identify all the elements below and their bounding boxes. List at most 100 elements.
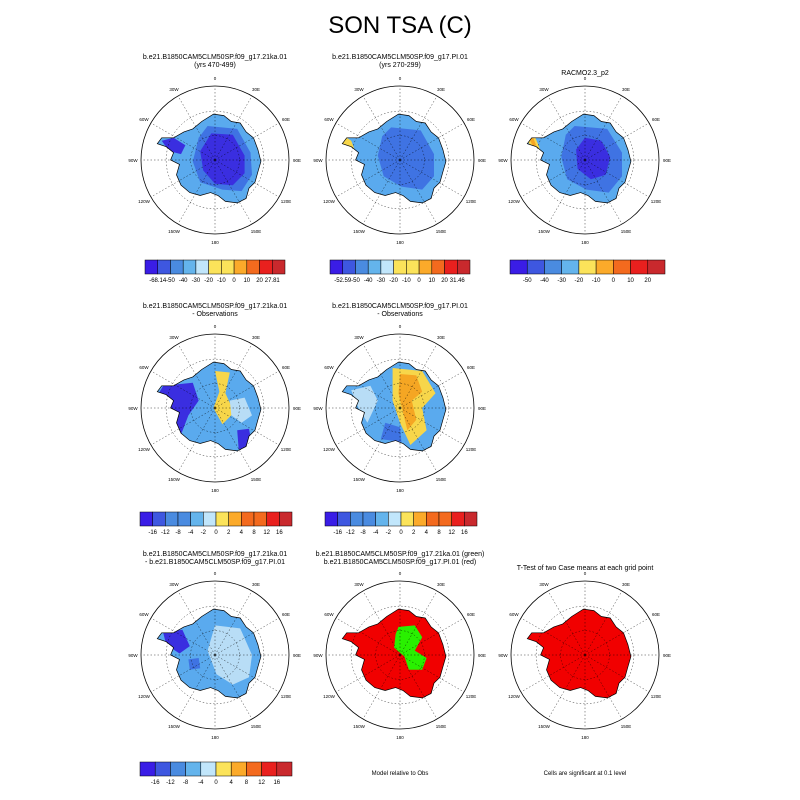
p3-colorbar-box <box>544 259 562 275</box>
p4-field-dark <box>158 382 199 435</box>
p1-colorbar-label: 10 <box>243 278 250 284</box>
p3-field-peninsula-hot <box>528 137 537 147</box>
p5-lon-label: 0 <box>399 324 402 329</box>
p8-lon-label: 90E <box>663 653 671 658</box>
p6-lon-label: 60E <box>282 612 290 617</box>
p6-coastline <box>156 608 262 699</box>
p4-lon-label: 150W <box>168 477 181 482</box>
p3-colorbar-label: -40 <box>540 278 549 284</box>
p7-field-green <box>394 625 427 670</box>
p1-colorbar-label: -50 <box>166 278 175 284</box>
p6-colorbar-box <box>200 761 217 777</box>
p5-colorbar-box <box>451 511 465 527</box>
p1-colorbar-box <box>208 259 222 275</box>
p6-lon-label: 180 <box>211 735 219 740</box>
p3-lon-label: 30E <box>622 87 630 92</box>
p1-lon-label: 30W <box>169 87 179 92</box>
p6-colorbar-label: -12 <box>166 780 175 786</box>
p3-colorbar-label: 0 <box>612 278 616 284</box>
p6-colorbar-box <box>154 761 171 777</box>
p3-lon-label: 30W <box>539 87 549 92</box>
p7-lon-label: 120E <box>466 694 477 699</box>
p4-map: 0 30E 60E 90E 120E 150E 180 150W 120W 90W 60W 30W <box>128 324 301 493</box>
p2-colorbar-box <box>393 259 407 275</box>
p7-lon-label: 30W <box>354 582 364 587</box>
p4-colorbar-label: 16 <box>276 530 283 536</box>
p2-colorbar-label: -40 <box>364 278 373 284</box>
p7-lon-label: 150W <box>353 724 366 729</box>
p7-lon-label: 180 <box>396 735 404 740</box>
p5-colorbar-label: -2 <box>386 530 392 536</box>
p3-lon-label: 150W <box>538 229 551 234</box>
p2-lon-label: 90E <box>478 158 486 163</box>
p5-colorbar-box <box>426 511 440 527</box>
p8-title: T-Test of two Case means at each grid po… <box>517 565 654 572</box>
p6-title: b.e21.B1850CAM5CLM50SP.f09_g17.21ka.01- … <box>143 551 287 566</box>
p4-colorbar-box <box>152 511 166 527</box>
p5-lon-label: 90E <box>478 406 486 411</box>
p2-colorbar-box <box>367 259 382 275</box>
p5-colorbar-box <box>337 511 351 527</box>
p3-title: RACMO2.3_p2 <box>561 70 609 77</box>
p5-coastline <box>341 361 447 452</box>
p4-colorbar-label: -4 <box>188 530 194 536</box>
p5-colorbar-label: 16 <box>461 530 468 536</box>
p2-colorbar-label: -10 <box>402 278 411 284</box>
p5-colorbar-box <box>413 511 427 527</box>
p4-lon-label: 90W <box>128 406 138 411</box>
p5-map: 0 30E 60E 90E 120E 150E 180 150W 120W 90W 60W 30W <box>313 324 486 493</box>
p1-lon-label: 150E <box>251 229 262 234</box>
p7-parallel <box>375 630 425 680</box>
p2-colorbar-label: -50 <box>351 278 360 284</box>
p4-title: b.e21.B1850CAM5CLM50SP.f09_g17.21ka.01- … <box>143 303 287 318</box>
p5-colorbar-box <box>324 511 338 527</box>
p7-lon-label: 30E <box>437 582 445 587</box>
p4-colorbar-label: -16 <box>148 530 157 536</box>
p4-lon-label: 30W <box>169 335 179 340</box>
p1-lon-label: 180 <box>211 240 219 245</box>
p4-colorbar-label: 8 <box>252 530 256 536</box>
p7-coastline <box>341 608 447 699</box>
p1-colorbar-label: 27.81 <box>265 278 281 284</box>
p4-lon-label: 180 <box>211 488 219 493</box>
p4-colorbar-label: -12 <box>161 530 170 536</box>
p4-colorbar: -16 -12 -8 -4 -2 0 2 4 8 12 16 <box>139 511 293 536</box>
p2-lon-label: 30W <box>354 87 364 92</box>
p1-colorbar-label: -10 <box>217 278 226 284</box>
p6-colorbar-box <box>246 761 262 777</box>
p4-lon-label: 60W <box>139 365 149 370</box>
p1-title-line2: (yrs 470-499) <box>194 62 236 69</box>
p8-parallel <box>535 605 635 705</box>
p3-colorbar-box <box>595 259 614 275</box>
p7-lon-label: 150E <box>436 724 447 729</box>
p1-colorbar-box <box>259 259 273 275</box>
p4-colorbar-box <box>177 511 191 527</box>
p4-title-line1: b.e21.B1850CAM5CLM50SP.f09_g17.21ka.01 <box>143 303 287 310</box>
p4-colorbar-label: 2 <box>227 530 231 536</box>
p1-lon-label: 120E <box>281 199 292 204</box>
p3-lon-label: 0 <box>584 76 587 81</box>
p5-colorbar-label: 8 <box>437 530 441 536</box>
p3-colorbar-box <box>630 259 649 275</box>
p6-field-mid <box>188 658 201 670</box>
p5-lon-label: 120W <box>323 447 336 452</box>
p5-colorbar-box <box>388 511 402 527</box>
p6-lon-label: 150E <box>251 724 262 729</box>
p1-colorbar-box <box>144 259 158 275</box>
p1-colorbar: -68.14 -50 -40 -30 -20 -10 0 10 20 27.81 <box>144 259 286 284</box>
p5-colorbar-label: 12 <box>448 530 455 536</box>
p2-colorbar: -52.59 -50 -40 -30 -20 -10 0 10 20 31.46 <box>329 259 471 284</box>
p4-lon-label: 30E <box>252 335 260 340</box>
p2-lon-label: 150E <box>436 229 447 234</box>
p2-lon-label: 60E <box>467 117 475 122</box>
p4-colorbar-box <box>241 511 255 527</box>
p5-lon-label: 90W <box>313 406 323 411</box>
p6-lon-label: 90W <box>128 653 138 658</box>
p7-title: b.e21.B1850CAM5CLM50SP.f09_g17.21ka.01 (… <box>316 551 485 566</box>
p5-colorbar-label: -12 <box>346 530 355 536</box>
p3-colorbar-label: 10 <box>627 278 634 284</box>
p6-colorbar-box <box>261 761 278 777</box>
p2-colorbar-box <box>342 259 356 275</box>
p1-title: b.e21.B1850CAM5CLM50SP.f09_g17.21ka.01(y… <box>143 54 287 69</box>
p6-colorbar-label: 0 <box>214 780 218 786</box>
